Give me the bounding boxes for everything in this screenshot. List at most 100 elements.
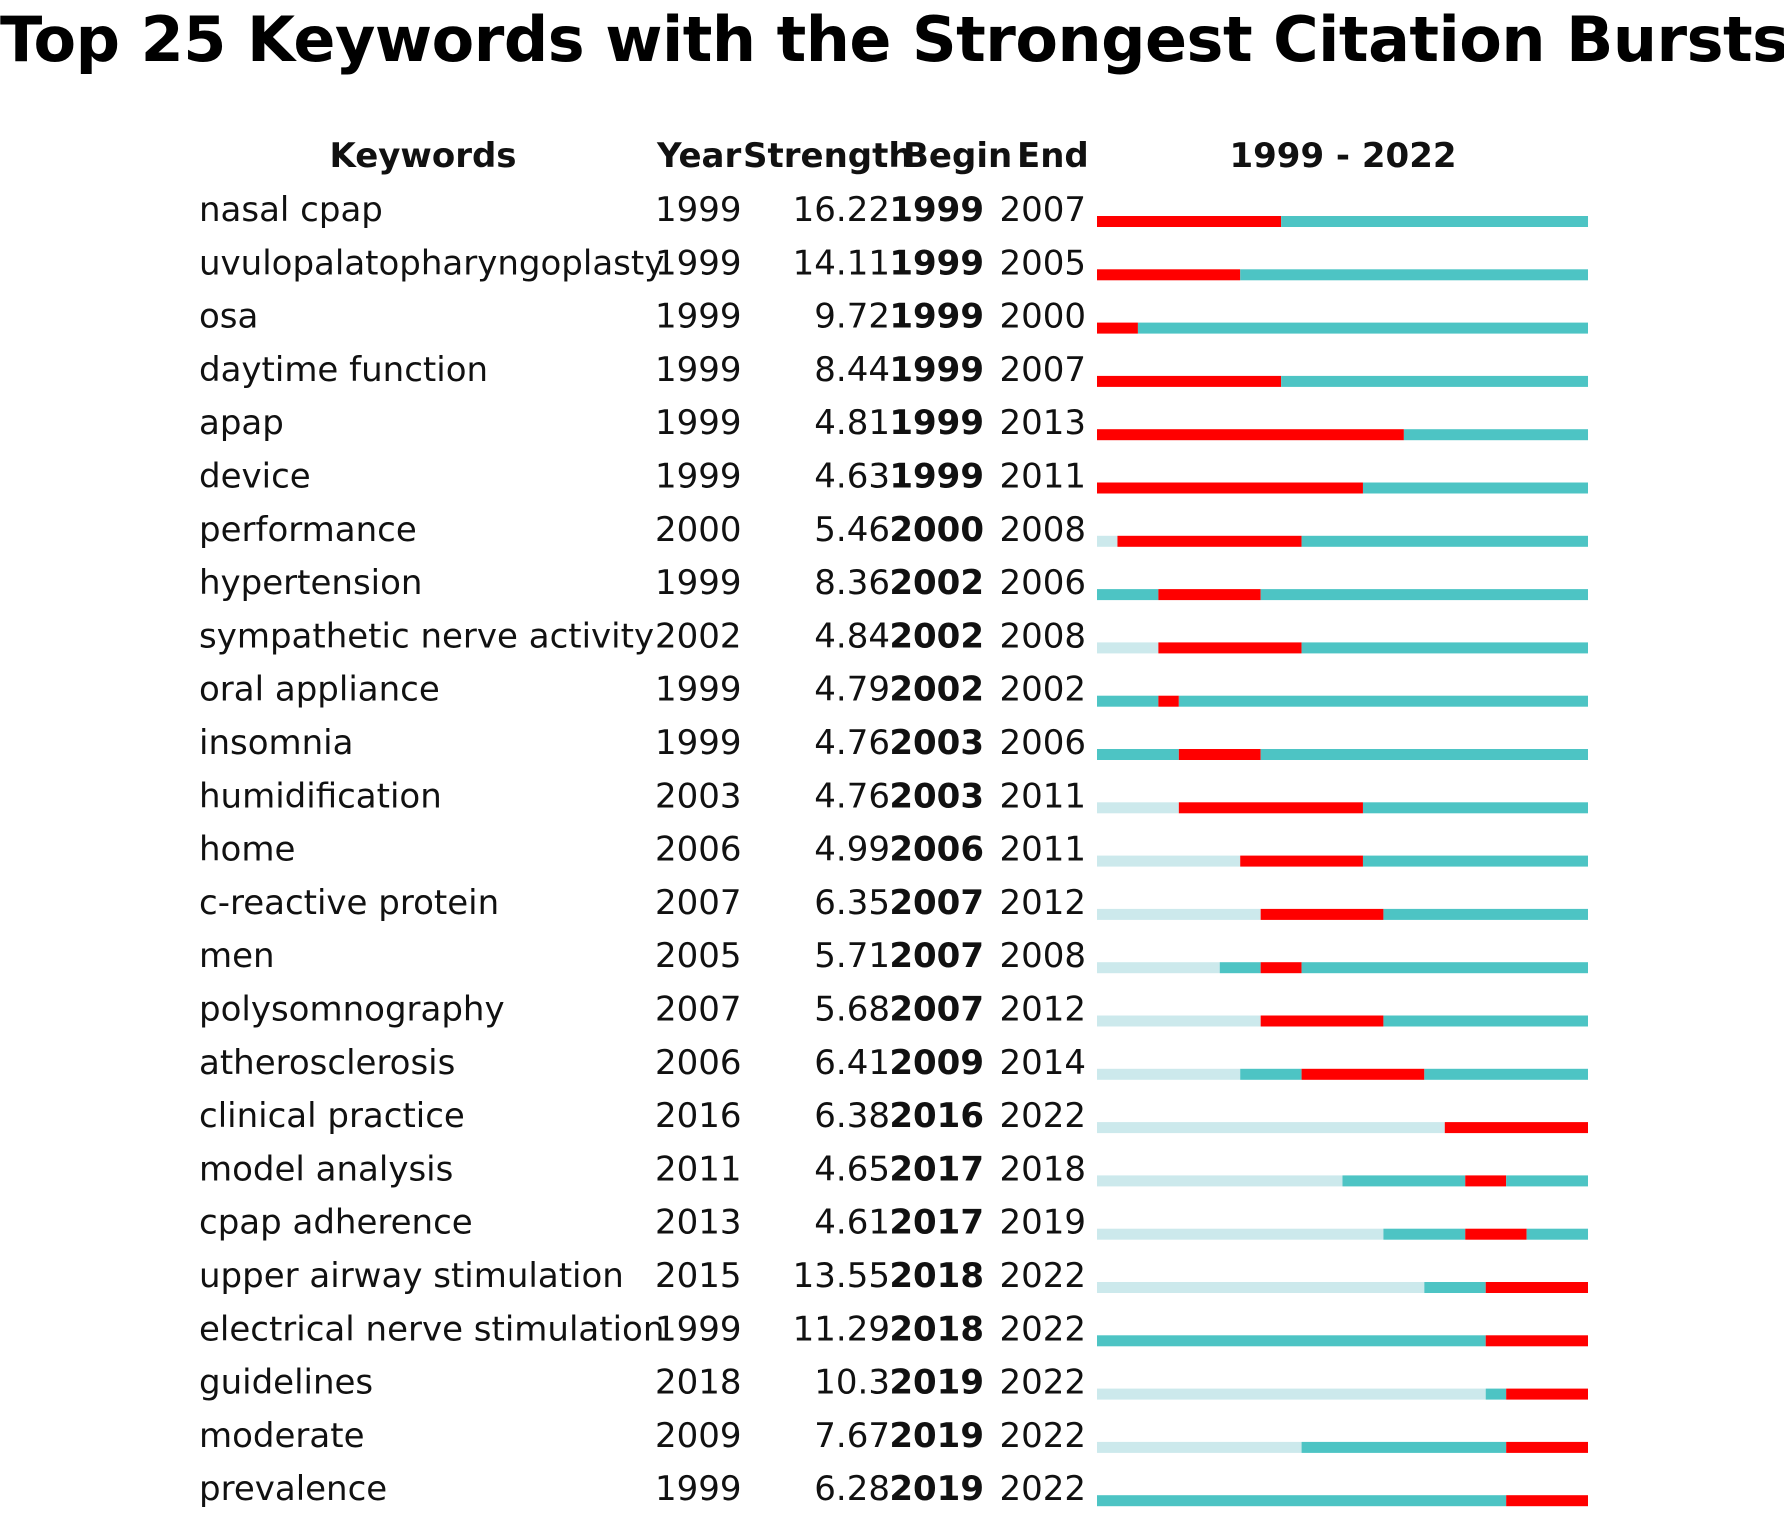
begin-value: 2002: [889, 670, 984, 710]
active-segment: [1301, 535, 1588, 547]
active-segment: [1178, 695, 1588, 707]
burst-segment: [1506, 1441, 1588, 1453]
year-value: 1999: [655, 403, 742, 443]
keyword-label: hypertension: [199, 563, 422, 603]
burst-segment: [1465, 1175, 1507, 1187]
end-value: 2022: [999, 1256, 1086, 1296]
strength-value: 11.29: [793, 1309, 890, 1349]
keyword-label: guidelines: [199, 1363, 373, 1403]
year-value: 1999: [655, 1309, 742, 1349]
burst-segment: [1506, 1495, 1588, 1507]
pre-period-segment: [1097, 535, 1118, 547]
begin-value: 1999: [889, 243, 984, 283]
end-value: 2022: [999, 1096, 1086, 1136]
active-segment: [1260, 749, 1588, 760]
end-value: 2022: [999, 1416, 1086, 1456]
burst-segment: [1260, 1015, 1384, 1027]
burst-segment: [1260, 908, 1384, 920]
strength-value: 4.84: [814, 616, 890, 656]
keyword-label: apap: [199, 403, 284, 443]
keyword-label: polysomnography: [199, 990, 505, 1030]
chart-title: Top 25 Keywords with the Strongest Citat…: [0, 3, 1784, 76]
year-value: 2011: [655, 1149, 742, 1189]
pre-period-segment: [1097, 962, 1220, 974]
strength-value: 6.41: [814, 1043, 890, 1083]
strength-value: 4.99: [814, 830, 890, 870]
active-segment: [1383, 1228, 1466, 1240]
keyword-label: uvulopalatopharyngoplasty: [199, 243, 664, 283]
begin-value: 1999: [889, 457, 984, 497]
begin-value: 2017: [889, 1149, 984, 1189]
year-value: 1999: [655, 297, 742, 337]
active-segment: [1281, 375, 1589, 387]
strength-value: 8.44: [814, 350, 890, 390]
keyword-label: clinical practice: [199, 1096, 465, 1136]
strength-value: 5.71: [814, 936, 890, 976]
year-value: 2018: [655, 1363, 742, 1403]
burst-segment: [1097, 482, 1363, 494]
year-value: 2015: [655, 1256, 742, 1296]
active-segment: [1383, 908, 1588, 920]
active-segment: [1362, 482, 1588, 494]
strength-value: 4.79: [814, 670, 890, 710]
keyword-label: performance: [199, 510, 417, 550]
burst-segment: [1158, 589, 1261, 601]
active-segment: [1097, 589, 1159, 601]
end-value: 2008: [999, 616, 1086, 656]
burst-segment: [1097, 322, 1138, 334]
pre-period-segment: [1097, 1068, 1241, 1080]
year-value: 2003: [655, 776, 742, 816]
strength-value: 4.76: [814, 776, 890, 816]
active-segment: [1097, 1495, 1507, 1507]
pre-period-segment: [1097, 802, 1179, 814]
end-value: 2011: [999, 457, 1086, 497]
keyword-label: electrical nerve stimulation: [199, 1309, 664, 1349]
begin-value: 2019: [889, 1469, 984, 1509]
burst-segment: [1301, 1068, 1425, 1080]
active-segment: [1362, 855, 1588, 867]
pre-period-segment: [1097, 1282, 1425, 1293]
keyword-label: nasal cpap: [199, 190, 383, 230]
burst-segment: [1260, 962, 1302, 974]
burst-segment: [1506, 1388, 1588, 1400]
burst-segment: [1444, 1122, 1588, 1134]
strength-value: 5.46: [814, 510, 890, 550]
end-value: 2002: [999, 670, 1086, 710]
pre-period-segment: [1097, 1228, 1384, 1240]
active-segment: [1097, 1335, 1486, 1347]
active-segment: [1097, 749, 1179, 760]
year-value: 1999: [655, 243, 742, 283]
active-segment: [1260, 589, 1588, 601]
pre-period-segment: [1097, 1388, 1486, 1400]
burst-segment: [1240, 855, 1363, 867]
strength-value: 10.3: [814, 1363, 890, 1403]
pre-period-segment: [1097, 1015, 1261, 1027]
year-value: 2006: [655, 830, 742, 870]
end-value: 2013: [999, 403, 1086, 443]
pre-period-segment: [1097, 1122, 1445, 1134]
strength-value: 9.72: [814, 297, 890, 337]
keyword-label: sympathetic nerve activity: [199, 616, 654, 656]
end-value: 2018: [999, 1149, 1086, 1189]
burst-segment: [1485, 1282, 1588, 1293]
keyword-label: men: [199, 936, 275, 976]
year-value: 2007: [655, 990, 742, 1030]
burst-segment: [1097, 269, 1241, 281]
year-value: 1999: [655, 670, 742, 710]
year-value: 2000: [655, 510, 742, 550]
active-segment: [1137, 322, 1588, 334]
active-segment: [1219, 962, 1261, 974]
year-value: 1999: [655, 723, 742, 763]
end-value: 2008: [999, 936, 1086, 976]
active-segment: [1240, 269, 1588, 281]
end-value: 2022: [999, 1363, 1086, 1403]
burst-segment: [1097, 429, 1404, 441]
begin-value: 1999: [889, 297, 984, 337]
year-value: 1999: [655, 1469, 742, 1509]
burst-segment: [1485, 1335, 1588, 1347]
begin-value: 2007: [889, 990, 984, 1030]
active-segment: [1424, 1068, 1588, 1080]
keyword-label: prevalence: [199, 1469, 387, 1509]
header-year: Year: [656, 136, 742, 176]
